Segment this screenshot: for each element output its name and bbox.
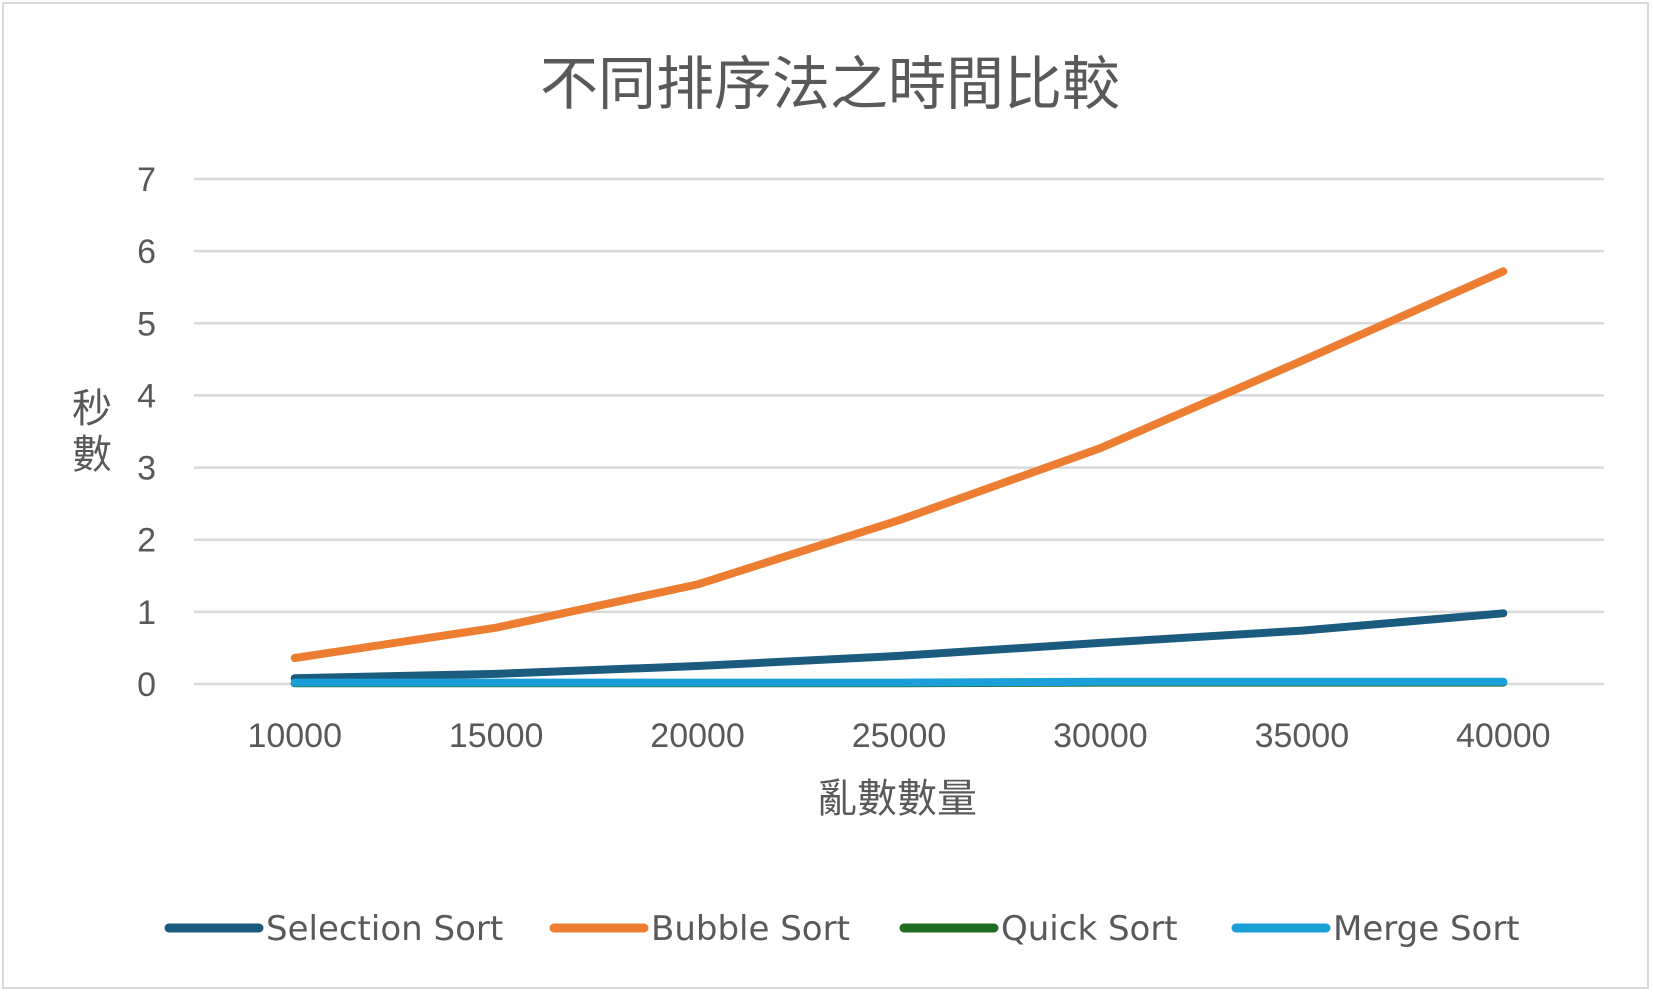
- series-line-selection-sort: [290, 609, 1508, 683]
- x-tick-label: 40000: [1456, 717, 1551, 755]
- x-tick-label: 15000: [449, 717, 544, 755]
- series-line-merge-sort: [290, 677, 1508, 687]
- chart-title: 不同排序法之時間比較: [540, 50, 1120, 118]
- x-tick-label: 35000: [1255, 717, 1350, 755]
- line-chart: 不同排序法之時間比較 0 1 2 3 4 5 6 7 10000 15000 20000 25000…: [72, 50, 1604, 949]
- y-tick-label: 0: [137, 666, 156, 704]
- y-tick-label: 7: [137, 161, 156, 199]
- y-axis-title: 秒數: [72, 386, 112, 478]
- x-tick-label: 10000: [247, 717, 342, 755]
- y-tick-label: 4: [137, 377, 156, 415]
- x-axis-title: 亂數數量: [817, 776, 977, 822]
- x-tick-label: 20000: [650, 717, 745, 755]
- y-tick-label: 1: [137, 594, 156, 632]
- legend-label: Bubble Sort: [651, 909, 850, 949]
- legend-label: Selection Sort: [266, 909, 503, 949]
- y-axis-title-char: 秒: [72, 386, 112, 432]
- y-tick-label: 5: [137, 305, 156, 343]
- x-tick-label: 30000: [1053, 717, 1148, 755]
- legend-label: Quick Sort: [1001, 909, 1178, 949]
- legend-label: Merge Sort: [1333, 909, 1520, 949]
- y-axis-ticks: 0 1 2 3 4 5 6 7: [137, 161, 156, 704]
- legend: Selection Sort Bubble Sort Quick Sort Merge…: [164, 909, 1520, 949]
- x-axis-ticks: 10000 15000 20000 25000 30000 35000 40000: [247, 717, 1550, 755]
- x-tick-label: 25000: [852, 717, 947, 755]
- y-tick-label: 3: [137, 450, 156, 488]
- y-axis-title-char: 數: [72, 432, 112, 478]
- y-tick-label: 2: [137, 522, 156, 560]
- series-lines: [290, 267, 1508, 688]
- series-line-bubble-sort: [290, 267, 1508, 662]
- y-tick-label: 6: [137, 233, 156, 271]
- gridlines: [194, 177, 1604, 686]
